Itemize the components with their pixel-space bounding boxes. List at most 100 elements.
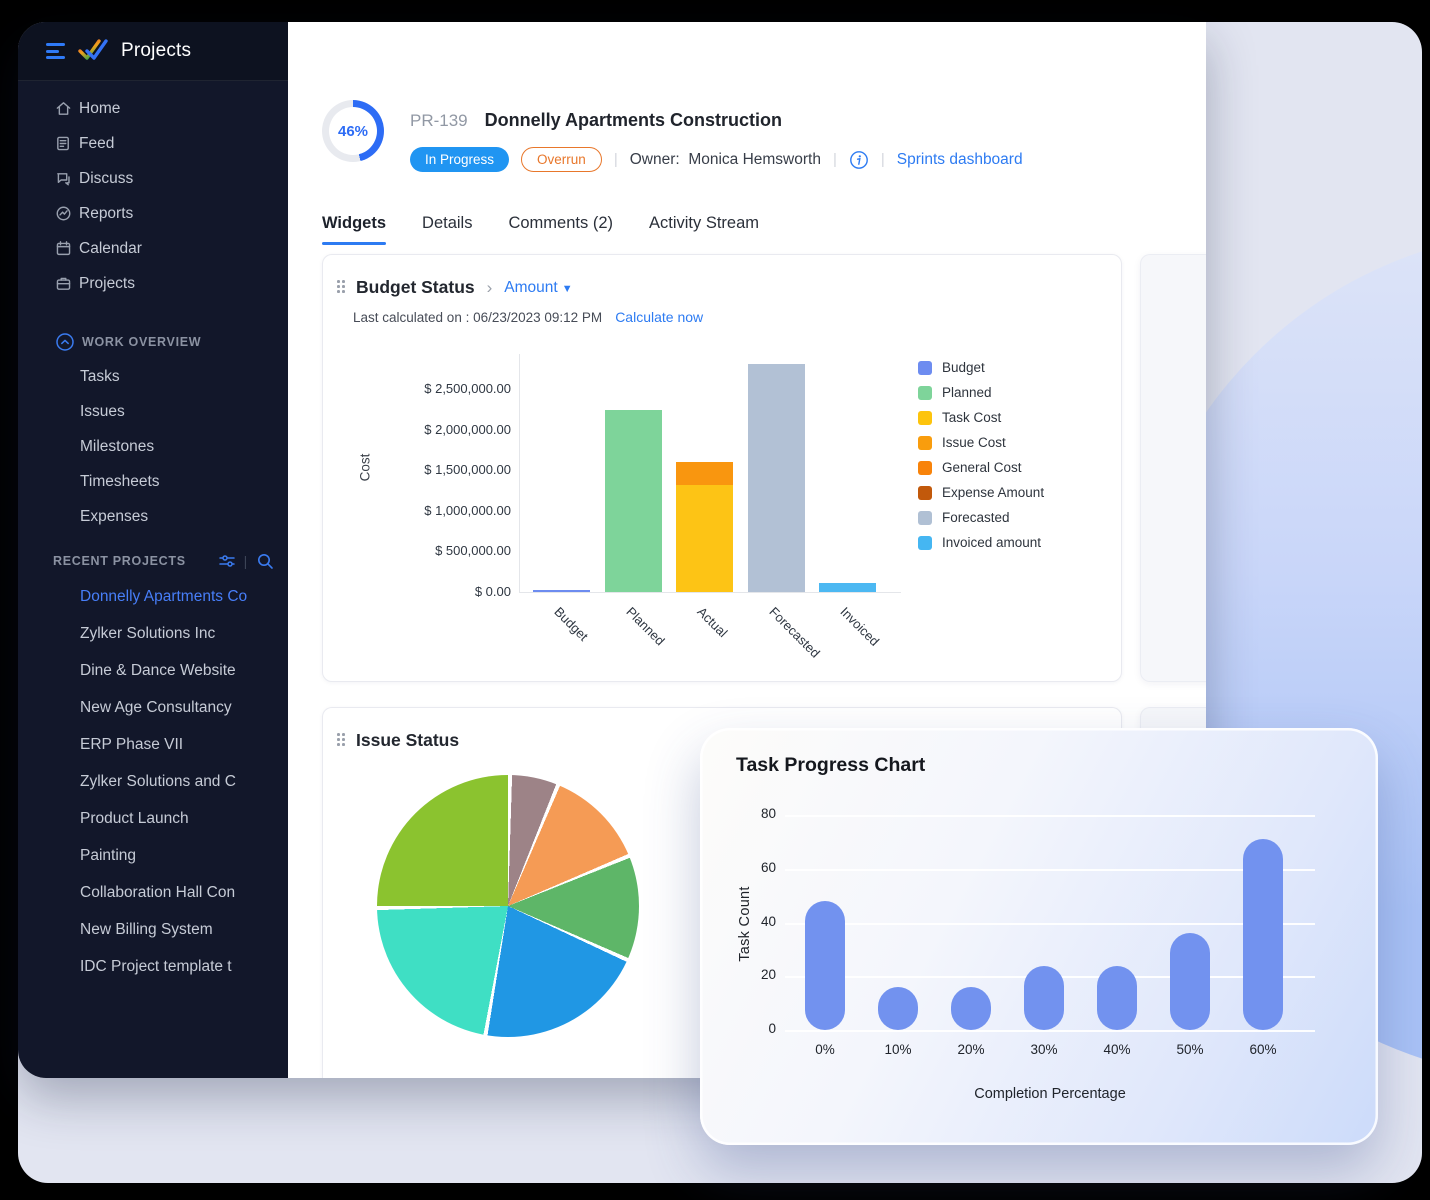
- sidebar-item-feed[interactable]: Feed: [18, 126, 288, 161]
- hamburger-menu-icon[interactable]: [46, 43, 65, 59]
- recent-project-item[interactable]: Zylker Solutions and C: [80, 772, 236, 790]
- y-tick-label: 20: [760, 967, 776, 983]
- task-bar: [1243, 839, 1283, 1030]
- sidebar-item-label: Projects: [79, 274, 135, 292]
- recent-project-item[interactable]: ERP Phase VII: [80, 735, 184, 753]
- work-overview-header[interactable]: WORK OVERVIEW: [18, 325, 288, 359]
- legend-swatch: [918, 385, 932, 400]
- x-tick-label: 60%: [1249, 1042, 1277, 1057]
- sidebar-item-calendar[interactable]: Calendar: [18, 231, 288, 266]
- bar-segment: [676, 485, 733, 592]
- project-id: PR-139: [410, 111, 468, 130]
- app-logo-icon: [78, 38, 108, 64]
- recent-project-item[interactable]: Zylker Solutions Inc: [80, 624, 216, 642]
- sidebar-item-discuss[interactable]: Discuss: [18, 161, 288, 196]
- sidebar-item-expenses[interactable]: Expenses: [80, 507, 149, 525]
- bar-segment: [676, 462, 733, 486]
- gridline: [785, 1030, 1315, 1032]
- bar-segment: [819, 583, 876, 592]
- legend-label: Forecasted: [942, 510, 1010, 525]
- budget-status-widget: Budget Status › Amount ▼ Last calculated …: [322, 254, 1122, 682]
- sidebar-item-label: Calendar: [79, 239, 142, 257]
- sidebar-item-home[interactable]: Home: [18, 91, 288, 126]
- y-tick-label: $ 2,500,000.00: [424, 381, 511, 397]
- x-tick-label: 40%: [1103, 1042, 1131, 1057]
- legend-item: Planned: [918, 380, 1044, 405]
- drag-handle-icon[interactable]: [337, 280, 347, 295]
- recent-project-item[interactable]: Painting: [80, 846, 137, 864]
- recent-project-item[interactable]: Dine & Dance Website: [80, 661, 236, 679]
- y-axis-line: [519, 354, 520, 593]
- recent-projects-header: RECENT PROJECTS |: [18, 544, 288, 578]
- tab-details[interactable]: Details: [422, 214, 473, 232]
- task-bar: [805, 901, 845, 1030]
- x-axis-label: Completion Percentage: [974, 1086, 1126, 1102]
- chart-title: Task Progress Chart: [736, 754, 926, 776]
- bar-segment: [533, 590, 590, 592]
- bar-actual: [676, 462, 733, 592]
- status-badge[interactable]: In Progress: [410, 147, 510, 172]
- legend-item: Forecasted: [918, 505, 1044, 530]
- search-icon[interactable]: [256, 552, 274, 570]
- recent-project-item[interactable]: Collaboration Hall Con: [80, 883, 236, 901]
- x-tick-label: 10%: [884, 1042, 912, 1057]
- divider: |: [832, 151, 837, 168]
- drag-handle-icon[interactable]: [337, 733, 347, 748]
- chevron-up-circle-icon[interactable]: [55, 332, 75, 352]
- budget-chart-legend: Budget Planned Task Cost Issue Cost General …: [918, 355, 1044, 555]
- sidebar-item-tasks[interactable]: Tasks: [80, 367, 120, 385]
- task-progress-card: Task Progress Chart Task Count Completio…: [700, 728, 1378, 1145]
- overrun-badge[interactable]: Overrun: [521, 147, 602, 172]
- projects-icon: [55, 275, 72, 292]
- task-bar: [1024, 965, 1064, 1030]
- sidebar-item-issues[interactable]: Issues: [80, 402, 125, 420]
- feed-icon: [55, 135, 72, 152]
- sidebar-item-projects[interactable]: Projects: [18, 266, 288, 301]
- filter-icon[interactable]: [218, 552, 236, 570]
- home-icon: [55, 100, 72, 117]
- calculate-now-link[interactable]: Calculate now: [615, 309, 704, 325]
- legend-label: Expense Amount: [942, 485, 1045, 500]
- legend-swatch: [918, 435, 932, 450]
- work-overview-list: Tasks Issues Milestones Timesheets Expenses: [18, 359, 288, 534]
- task-bar: [951, 987, 991, 1030]
- discuss-icon: [55, 170, 72, 187]
- sidebar-item-label: Feed: [79, 134, 115, 152]
- owner-name: Monica Hemsworth: [688, 150, 821, 168]
- page-title: Donnelly Apartments Construction: [484, 110, 782, 130]
- chevron-right-icon[interactable]: ›: [486, 277, 493, 297]
- gridline: [785, 922, 1315, 925]
- amount-dropdown[interactable]: Amount ▼: [504, 278, 573, 296]
- recent-project-item[interactable]: Product Launch: [80, 809, 189, 827]
- x-category-label: Budget: [550, 604, 591, 644]
- gridline: [785, 815, 1315, 817]
- info-icon[interactable]: [849, 150, 869, 170]
- recent-project-item[interactable]: New Age Consultancy: [80, 698, 232, 716]
- issue-widget-header: Issue Status: [337, 730, 459, 751]
- sidebar: Projects Home Feed Discuss Reports Calendar P…: [18, 22, 288, 1078]
- sidebar-item-timesheets[interactable]: Timesheets: [80, 472, 160, 490]
- legend-item: Task Cost: [918, 405, 1044, 430]
- recent-project-item[interactable]: IDC Project template t: [80, 957, 232, 975]
- tab-activity-stream[interactable]: Activity Stream: [649, 214, 760, 232]
- y-tick-label: 0: [768, 1021, 776, 1036]
- legend-label: Issue Cost: [942, 435, 1006, 450]
- y-tick-label: $ 500,000.00: [435, 543, 511, 559]
- tab-comments-[interactable]: Comments (2): [508, 214, 613, 232]
- calendar-icon: [55, 240, 72, 257]
- task-bar: [1170, 933, 1210, 1030]
- recent-project-item[interactable]: New Billing System: [80, 920, 213, 938]
- y-tick-label: $ 1,000,000.00: [424, 502, 511, 518]
- divider: |: [243, 553, 248, 569]
- sidebar-item-milestones[interactable]: Milestones: [80, 437, 155, 455]
- y-tick-label: $ 2,000,000.00: [424, 421, 511, 437]
- recent-project-item[interactable]: Donnelly Apartments Co: [80, 587, 248, 605]
- sidebar-item-reports[interactable]: Reports: [18, 196, 288, 231]
- sprints-dashboard-link[interactable]: Sprints dashboard: [896, 150, 1023, 168]
- legend-label: Planned: [942, 385, 992, 400]
- tab-widgets[interactable]: Widgets: [322, 214, 387, 245]
- chevron-down-icon: ▼: [561, 282, 573, 295]
- x-tick-label: 0%: [815, 1042, 835, 1057]
- legend-label: Invoiced amount: [942, 535, 1042, 550]
- y-tick-label: 60: [760, 859, 776, 875]
